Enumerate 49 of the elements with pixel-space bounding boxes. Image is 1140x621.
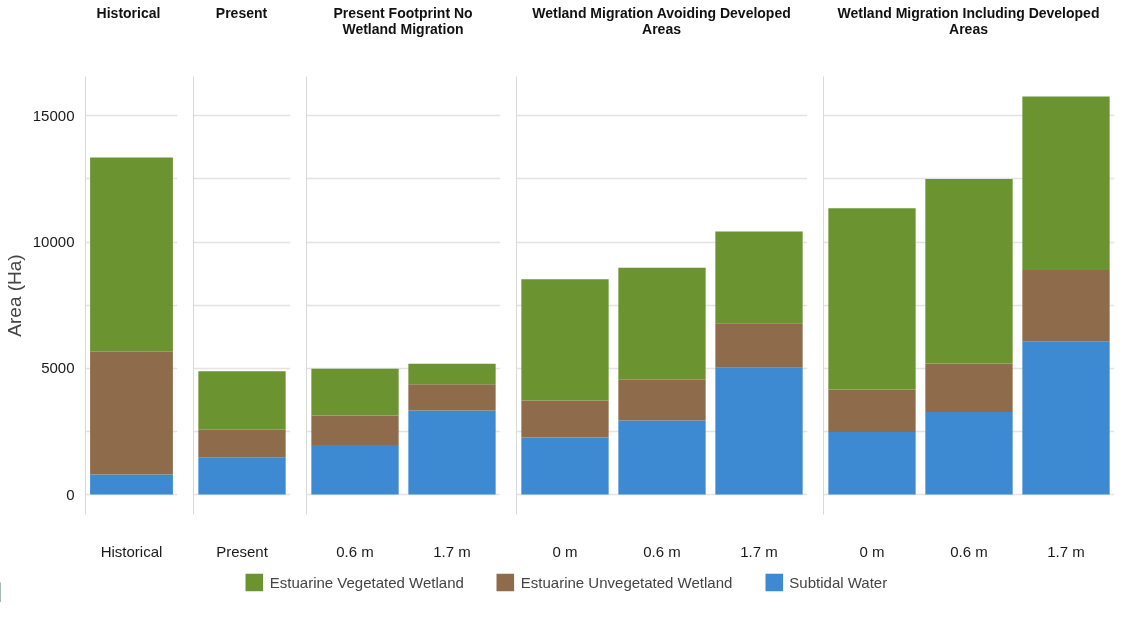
bar (311, 368, 399, 416)
bar (521, 437, 609, 495)
x-tick-label: 1.7 m (1047, 542, 1085, 560)
y-tick-label: 0 (66, 485, 75, 503)
bar (715, 231, 803, 324)
x-tick-label: 0.6 m (336, 542, 374, 560)
x-tick-label: 0.6 m (643, 542, 681, 560)
legend-label: Subtidal Water (789, 573, 888, 591)
bar (828, 389, 916, 432)
bar (408, 363, 496, 385)
bar (1022, 96, 1110, 270)
x-tick-label: 0.6 m (950, 542, 988, 560)
bar (408, 410, 496, 495)
bar (311, 445, 399, 495)
bar (828, 431, 916, 495)
bar (925, 178, 1013, 364)
y-tick-label: 5000 (41, 359, 75, 377)
bar (1022, 341, 1110, 495)
x-tick-label: 0 m (859, 542, 885, 560)
bar (521, 400, 609, 438)
bar (521, 279, 609, 401)
x-tick-label: Present (216, 542, 269, 560)
x-tick-label: 1.7 m (433, 542, 471, 560)
bar (618, 379, 706, 421)
bar (408, 384, 496, 411)
bar (715, 367, 803, 495)
bar (1022, 269, 1110, 342)
y-tick-label: 10000 (32, 233, 75, 251)
bar (925, 412, 1013, 495)
chart-title: Present Footprint No Wetland Migration (332, 5, 474, 37)
bar (90, 351, 173, 475)
legend-label: Estuarine Vegetated Wetland (269, 573, 464, 591)
bar (925, 363, 1013, 413)
bar (618, 267, 706, 380)
bar (90, 474, 173, 495)
bar (618, 420, 706, 495)
chart-title: Wetland Migration Including Developed Areas (836, 5, 1101, 37)
chart-title: Wetland Migration Avoiding Developed Areas (531, 5, 792, 37)
y-axis-title: Area (Ha) (3, 254, 25, 337)
bar (828, 208, 916, 390)
x-tick-label: Historical (100, 542, 163, 560)
y-tick-label: 15000 (32, 106, 75, 124)
x-tick-label: 0 m (552, 542, 578, 560)
legend-label: Estuarine Unvegetated Wetland (520, 573, 733, 591)
chart-title: Historical (95, 5, 162, 21)
bar (311, 415, 399, 446)
chart-title: Present (214, 5, 269, 21)
bar (715, 323, 803, 368)
x-tick-label: 1.7 m (740, 542, 778, 560)
